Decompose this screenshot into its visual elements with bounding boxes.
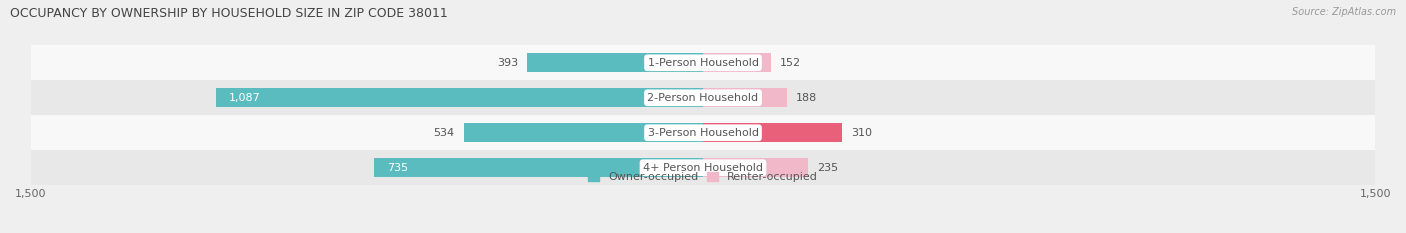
Bar <box>527 53 703 72</box>
Text: 310: 310 <box>851 128 872 138</box>
Text: 235: 235 <box>817 163 838 173</box>
Bar <box>464 123 703 142</box>
Bar <box>31 115 1375 150</box>
Text: 3-Person Household: 3-Person Household <box>648 128 758 138</box>
Bar <box>703 88 787 107</box>
Bar <box>31 150 1375 185</box>
Text: 152: 152 <box>780 58 801 68</box>
Bar <box>703 53 770 72</box>
Bar <box>31 80 1375 115</box>
Text: 4+ Person Household: 4+ Person Household <box>643 163 763 173</box>
Bar <box>374 158 703 177</box>
Bar <box>217 88 703 107</box>
Text: 393: 393 <box>496 58 517 68</box>
Bar <box>703 123 842 142</box>
Text: 534: 534 <box>433 128 454 138</box>
Text: 735: 735 <box>387 163 408 173</box>
Text: 2-Person Household: 2-Person Household <box>647 93 759 103</box>
Text: 1-Person Household: 1-Person Household <box>648 58 758 68</box>
Legend: Owner-occupied, Renter-occupied: Owner-occupied, Renter-occupied <box>583 168 823 187</box>
Bar <box>703 158 808 177</box>
Text: 1,087: 1,087 <box>229 93 262 103</box>
Bar <box>31 45 1375 80</box>
Text: Source: ZipAtlas.com: Source: ZipAtlas.com <box>1292 7 1396 17</box>
Text: OCCUPANCY BY OWNERSHIP BY HOUSEHOLD SIZE IN ZIP CODE 38011: OCCUPANCY BY OWNERSHIP BY HOUSEHOLD SIZE… <box>10 7 447 20</box>
Text: 188: 188 <box>796 93 817 103</box>
